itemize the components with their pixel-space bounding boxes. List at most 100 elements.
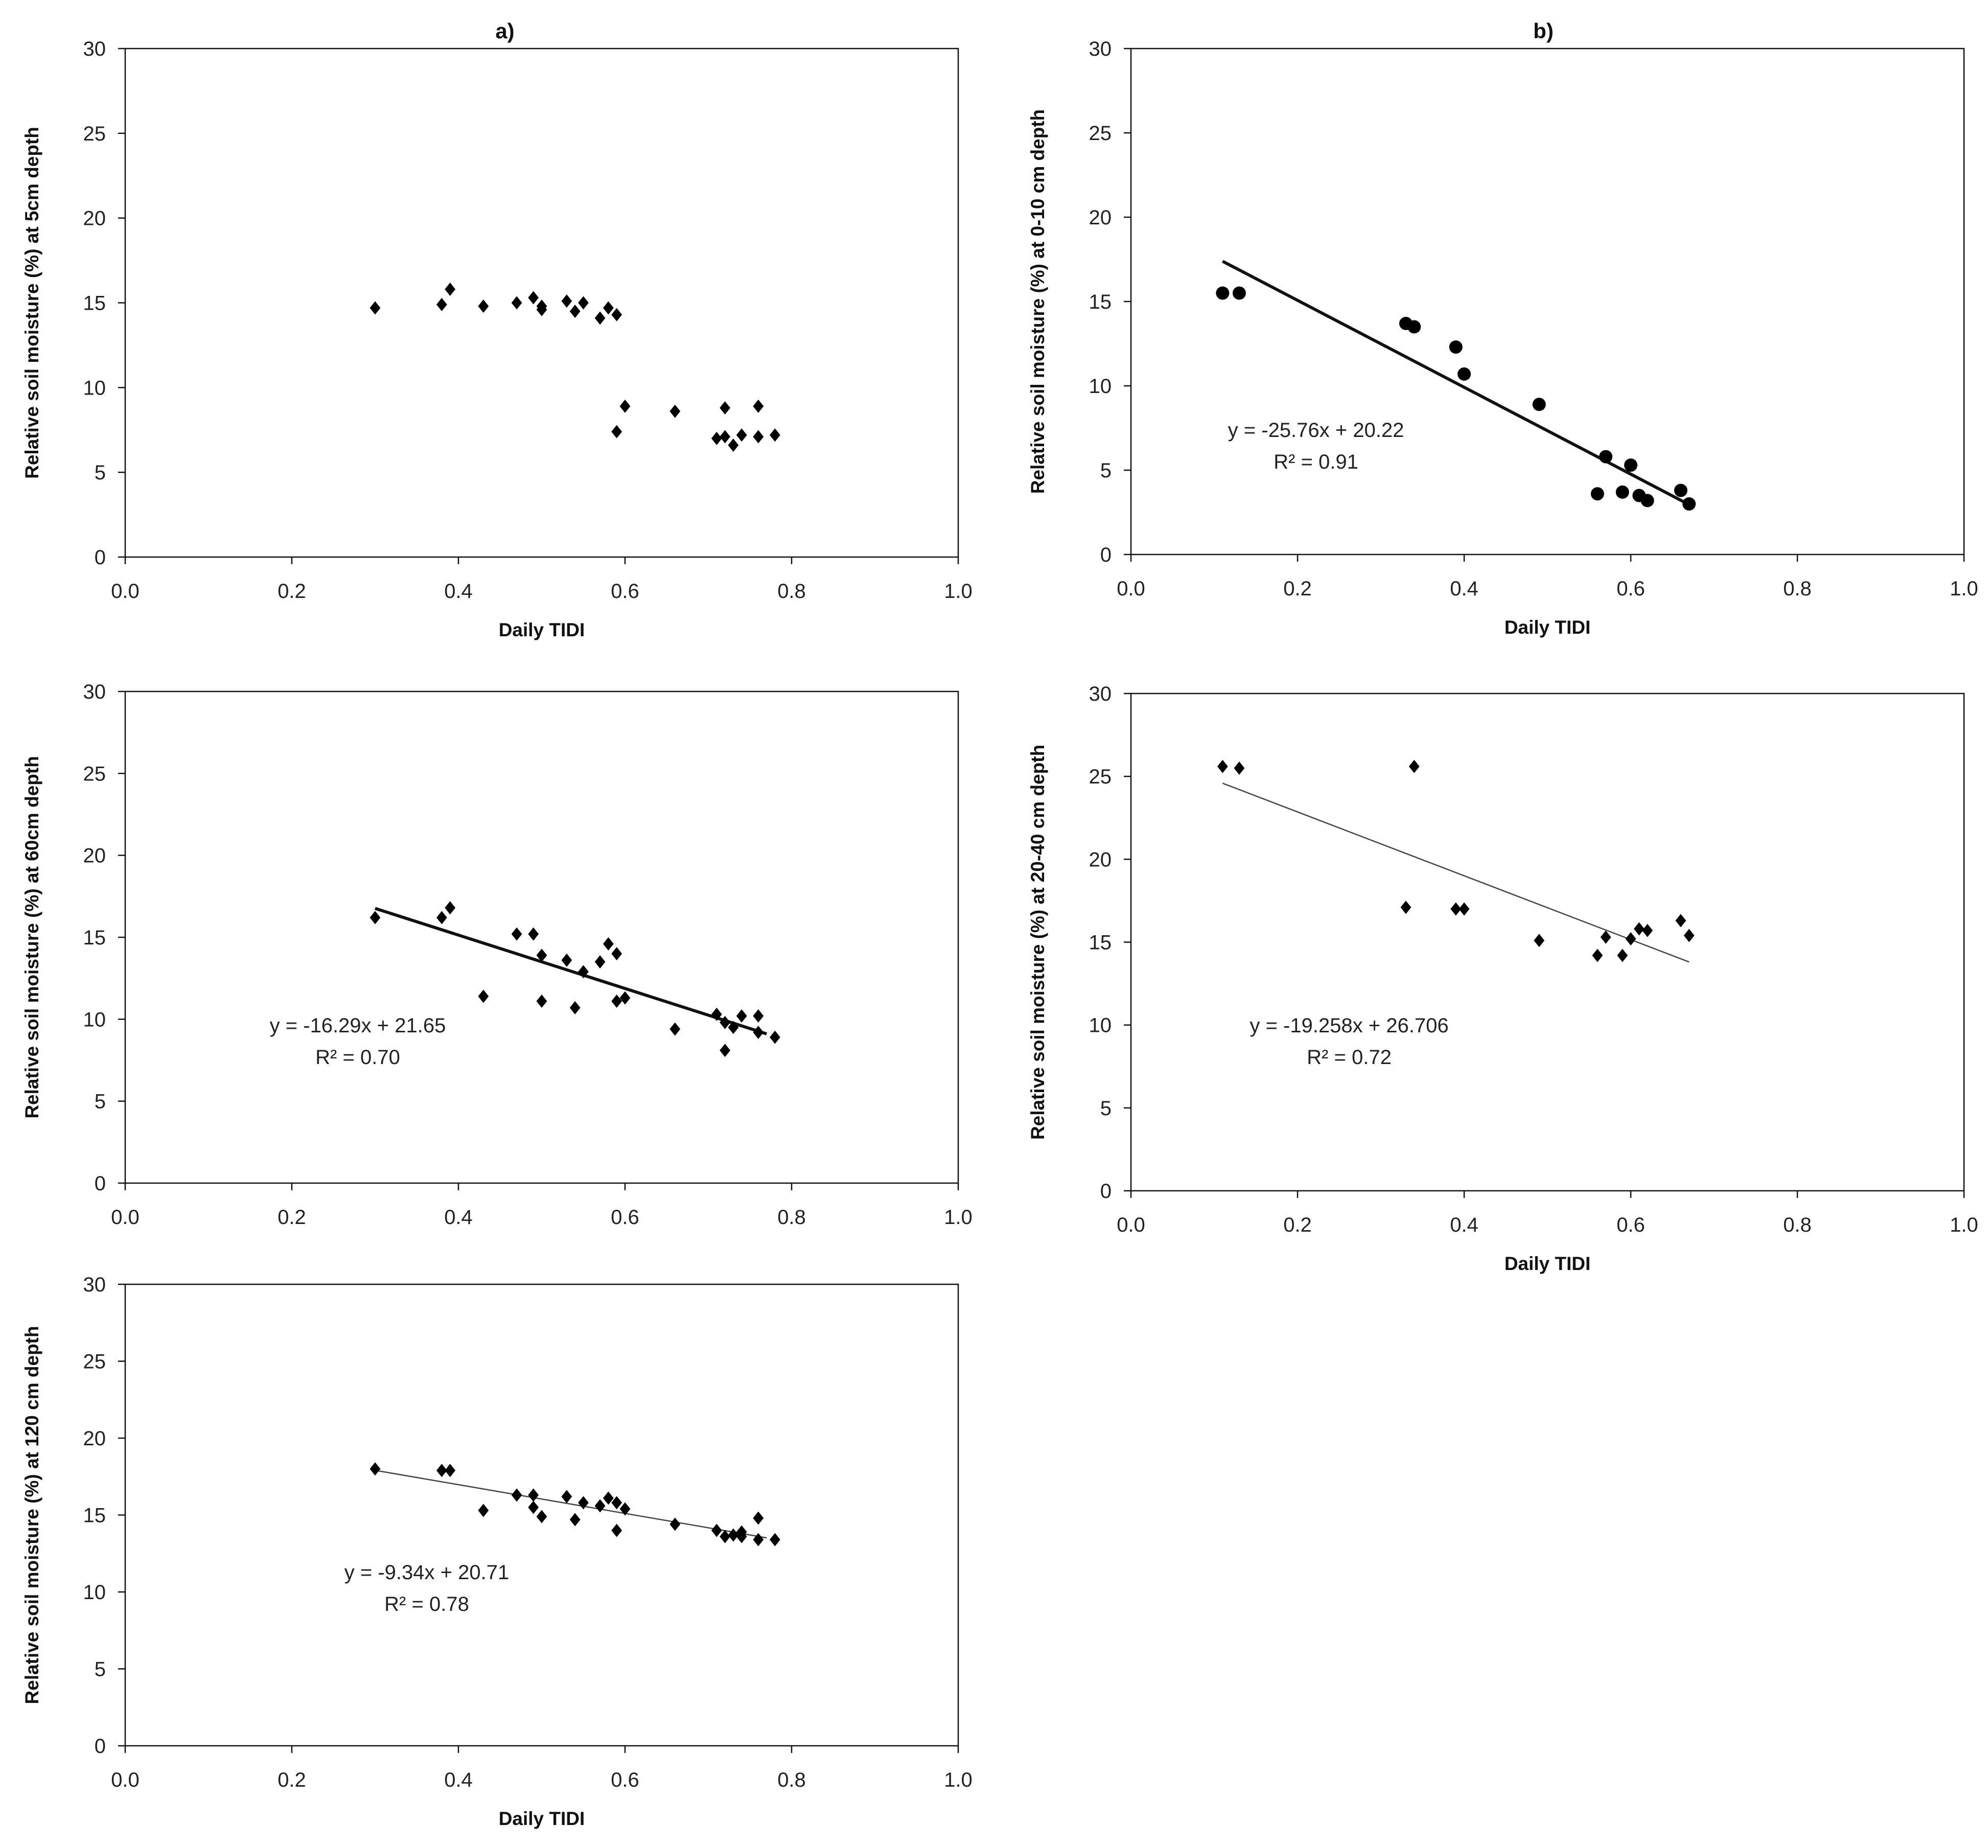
data-point <box>511 927 522 941</box>
data-point <box>720 1530 730 1543</box>
y-tick-label: 15 <box>83 1505 106 1527</box>
data-point <box>1592 949 1603 962</box>
x-tick-label: 0.8 <box>1783 578 1812 600</box>
data-point <box>1633 922 1645 936</box>
y-tick-label: 15 <box>83 292 106 315</box>
data-point <box>1683 929 1695 942</box>
data-point <box>603 937 614 951</box>
x-tick-label: 0.8 <box>1783 1214 1812 1236</box>
data-point <box>1407 320 1421 334</box>
chart-a3: 0 5 10 15 20 25 30 0.0 0.2 0.4 0.6 0.8 1.0 Daily TIDI… <box>21 1274 973 1829</box>
data-point <box>578 296 589 310</box>
data-point <box>736 1530 747 1543</box>
data-point <box>619 399 631 413</box>
x-tick-label: 1.0 <box>1950 578 1978 600</box>
plot-area-frame <box>124 690 959 1184</box>
data-point <box>1532 398 1546 411</box>
data-point <box>445 901 456 915</box>
data-point <box>720 401 730 415</box>
y-tick-label: 15 <box>83 927 106 949</box>
x-tick-label: 0.4 <box>1450 578 1478 600</box>
x-tick-label: 0.4 <box>1450 1214 1478 1236</box>
data-point <box>1450 902 1462 916</box>
x-tick-label: 0.2 <box>1283 578 1312 600</box>
data-point <box>603 1491 614 1505</box>
data-point <box>1408 759 1420 773</box>
data-point <box>1217 759 1228 773</box>
data-point <box>753 399 764 413</box>
data-point <box>369 1462 381 1476</box>
y-tick-label: 20 <box>83 1427 106 1450</box>
y-tick-label: 20 <box>1089 848 1112 871</box>
data-point <box>436 297 447 311</box>
y-tick-label: 10 <box>83 377 106 399</box>
data-point <box>770 1030 780 1044</box>
data-point <box>720 1015 730 1029</box>
y-tick-label: 20 <box>83 207 106 230</box>
x-tick-label: 0.6 <box>1616 1214 1645 1236</box>
data-point <box>1534 934 1545 948</box>
x-axis-title: Daily TIDI <box>1505 1253 1591 1274</box>
chart-a1: 0 5 10 15 20 25 30 0.0 0.2 0.4 0.6 0.8 1.0 Daily TIDI… <box>21 38 973 640</box>
y-axis-title: Relative soil moisture (%) at 20-40 cm d… <box>1027 745 1048 1140</box>
data-point <box>594 1499 606 1513</box>
y-tick-label: 0 <box>1100 1180 1112 1203</box>
y-tick-label: 25 <box>1089 122 1112 145</box>
data-point <box>611 947 622 961</box>
x-tick-label: 0.0 <box>111 580 140 603</box>
y-tick-label: 30 <box>83 1274 106 1296</box>
x-tick-label: 1.0 <box>944 1769 973 1791</box>
data-point <box>528 1500 539 1514</box>
data-point <box>1458 367 1471 381</box>
data-point <box>511 1488 522 1502</box>
data-point <box>753 1025 764 1039</box>
y-tick-label: 10 <box>1089 375 1112 398</box>
x-tick-label: 0.6 <box>611 580 639 603</box>
trendline <box>375 907 768 1035</box>
data-point <box>1400 900 1412 914</box>
data-point <box>611 995 622 1008</box>
data-point <box>578 965 589 979</box>
data-point <box>720 430 730 444</box>
panel-label-b: b) <box>1533 19 1554 43</box>
y-tick-label: 20 <box>1089 206 1112 229</box>
data-point <box>728 1528 739 1542</box>
chart-b1: 0 5 10 15 20 25 30 0.0 0.2 0.4 0.6 0.8 1.0 Daily TIDI… <box>1027 38 1978 638</box>
y-tick-label: 30 <box>1089 38 1112 60</box>
y-tick-label: 0 <box>95 1172 106 1195</box>
trendline-equation: y = -9.34x + 20.71 <box>344 1561 509 1584</box>
data-point <box>1682 497 1696 511</box>
y-tick-label: 20 <box>83 845 106 867</box>
x-tick-label: 1.0 <box>944 580 973 603</box>
y-tick-label: 5 <box>1100 1097 1112 1120</box>
data-point <box>736 428 747 442</box>
data-point <box>611 1523 622 1537</box>
data-point <box>569 1513 581 1527</box>
x-tick-label: 0.2 <box>1283 1214 1312 1236</box>
chart-b2: 0 5 10 15 20 25 30 0.0 0.2 0.4 0.6 0.8 1.0 Daily TIDI… <box>1027 683 1978 1274</box>
y-tick-label: 15 <box>1089 291 1112 313</box>
data-point <box>1232 286 1246 300</box>
x-tick-label: 0.6 <box>611 1769 639 1791</box>
data-point <box>369 301 381 315</box>
y-axis-title: Relative soil moisture (%) at 60cm depth <box>21 756 42 1118</box>
y-tick-label: 0 <box>1100 544 1112 566</box>
x-tick-label: 0.4 <box>444 1206 473 1229</box>
y-tick-label: 0 <box>95 1735 106 1758</box>
y-tick-label: 30 <box>83 38 106 60</box>
x-tick-label: 1.0 <box>944 1206 973 1229</box>
data-point <box>511 296 522 310</box>
x-tick-label: 0.8 <box>777 1206 806 1229</box>
data-point <box>478 1504 489 1517</box>
plot-area-frame <box>1130 48 1965 556</box>
y-tick-label: 5 <box>95 1091 106 1113</box>
data-point <box>594 311 606 325</box>
x-tick-label: 0.8 <box>777 1769 806 1791</box>
data-point <box>1625 932 1636 946</box>
data-point <box>536 995 547 1008</box>
data-point <box>1216 286 1230 300</box>
x-tick-label: 0.2 <box>278 1206 306 1229</box>
data-point <box>611 308 622 321</box>
trendline <box>1221 260 1690 506</box>
